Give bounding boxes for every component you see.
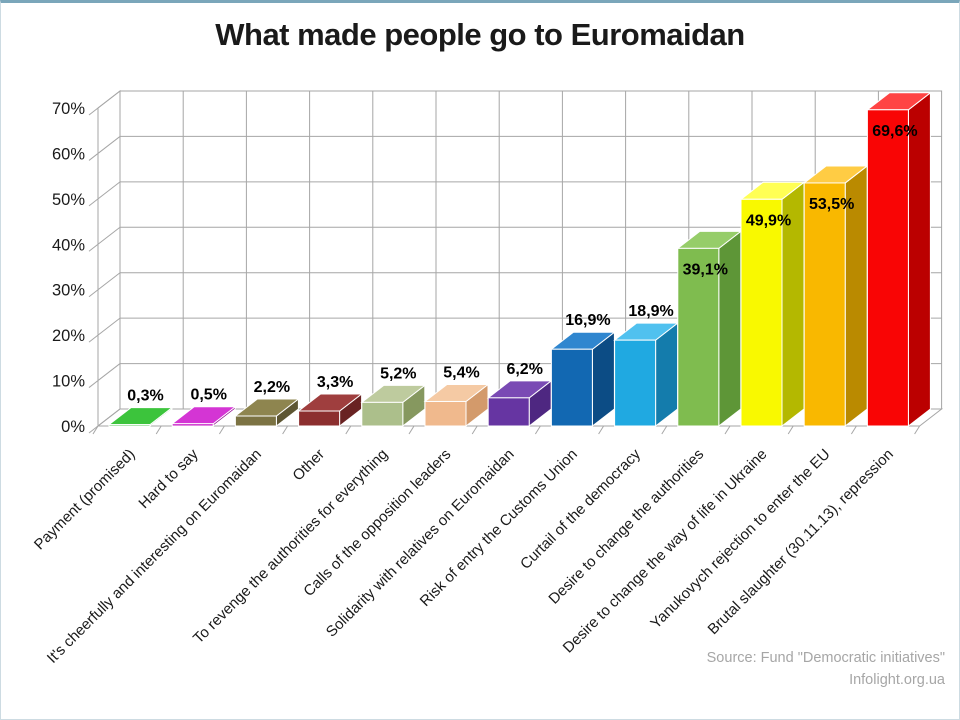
y-axis-tick [88, 380, 99, 388]
gridline-depth-connector [97, 136, 121, 154]
bar-front-face [677, 247, 720, 427]
bar-value-label: 0,5% [190, 387, 226, 404]
x-axis-tick [598, 425, 605, 435]
x-axis-tick [850, 425, 857, 435]
source-line-1: Source: Fund "Democratic initiatives" [706, 650, 945, 666]
bar-value-label: 5,4% [443, 364, 479, 381]
gridline-depth-connector [97, 363, 121, 381]
x-axis-tick [724, 425, 731, 435]
x-axis-tick [661, 425, 668, 435]
x-axis-tick [345, 425, 352, 435]
source-credit: Source: Fund "Democratic initiatives" In… [707, 647, 945, 691]
bar-side-face [907, 91, 931, 428]
x-axis-tick [471, 425, 478, 435]
bar-value-label: 53,5% [809, 196, 854, 213]
bar-front-face [234, 415, 277, 427]
bar-value-label: 49,9% [746, 212, 791, 229]
category-label: Other [289, 446, 328, 485]
bar-value-label: 6,2% [506, 361, 542, 378]
bar-front-face [740, 198, 783, 427]
y-axis-label: 0% [61, 418, 85, 436]
bar-front-face [108, 424, 151, 427]
gridline-depth-connector [97, 90, 121, 109]
y-axis-tick [88, 198, 99, 207]
chart-side-wall [97, 89, 121, 428]
bar-value-label: 2,2% [254, 379, 290, 396]
bar-front-face [550, 348, 593, 427]
chart-title: What made people go to Euromaidan [215, 17, 745, 52]
bar-value-label: 0,3% [127, 388, 163, 405]
bar-side-face [655, 322, 679, 428]
y-axis-label: 50% [52, 191, 85, 209]
category-label: Payment (promised) [31, 446, 139, 554]
bar-front-face [487, 397, 530, 427]
category-label: Curtail of the democracy [517, 445, 644, 572]
bar-front-face [361, 401, 404, 427]
x-axis-tick [534, 425, 541, 435]
gridline-depth-connector [97, 272, 121, 291]
y-axis-tick [88, 243, 99, 252]
y-axis-label: 20% [52, 327, 85, 345]
bar-chart-3d: 0% 10% 20% 30% 40% 50% 60% 70% 0,3% 0,5% 2,2% 3,3% 5… [31, 89, 944, 667]
y-axis-tick [88, 107, 99, 116]
y-axis-tick [88, 425, 99, 434]
x-axis-tick [914, 425, 921, 435]
gridline-depth-connector [97, 226, 121, 245]
x-axis-tick [218, 425, 225, 435]
bar-front-face [803, 182, 846, 427]
y-axis-label: 70% [52, 100, 85, 118]
x-axis-tick [408, 425, 415, 435]
y-axis-label: 10% [52, 373, 85, 391]
category-label: Hard to say [135, 445, 202, 512]
bar-value-label: 69,6% [872, 123, 917, 140]
bar-front-face [171, 423, 214, 427]
bar-value-label: 39,1% [683, 261, 728, 278]
bar-front-face [424, 400, 467, 427]
y-axis-tick [88, 334, 99, 343]
bar-front-face [866, 109, 909, 427]
x-axis-tick [155, 425, 162, 435]
y-axis-label: 60% [52, 145, 85, 163]
y-axis-tick [88, 153, 99, 161]
gridline-depth-connector [97, 181, 121, 200]
bar-front-face [614, 339, 657, 427]
gridline-depth-connector [97, 408, 121, 427]
bar-front-face [298, 410, 341, 427]
y-axis-label: 40% [52, 236, 85, 254]
x-axis-tick [787, 425, 794, 435]
y-axis-tick [88, 289, 99, 298]
y-axis-label: 30% [52, 282, 85, 300]
x-axis-tick [92, 425, 99, 435]
gridline-depth-connector [97, 317, 121, 336]
bar-value-label: 18,9% [628, 303, 673, 320]
x-axis-tick [282, 425, 289, 435]
bar-value-label: 3,3% [317, 374, 353, 391]
bar-value-label: 5,2% [380, 365, 416, 382]
source-line-2: Infolight.org.ua [849, 672, 945, 688]
category-label: It's cheerfully and interesting on Eurom… [44, 446, 265, 667]
bar-value-label: 16,9% [565, 312, 610, 329]
